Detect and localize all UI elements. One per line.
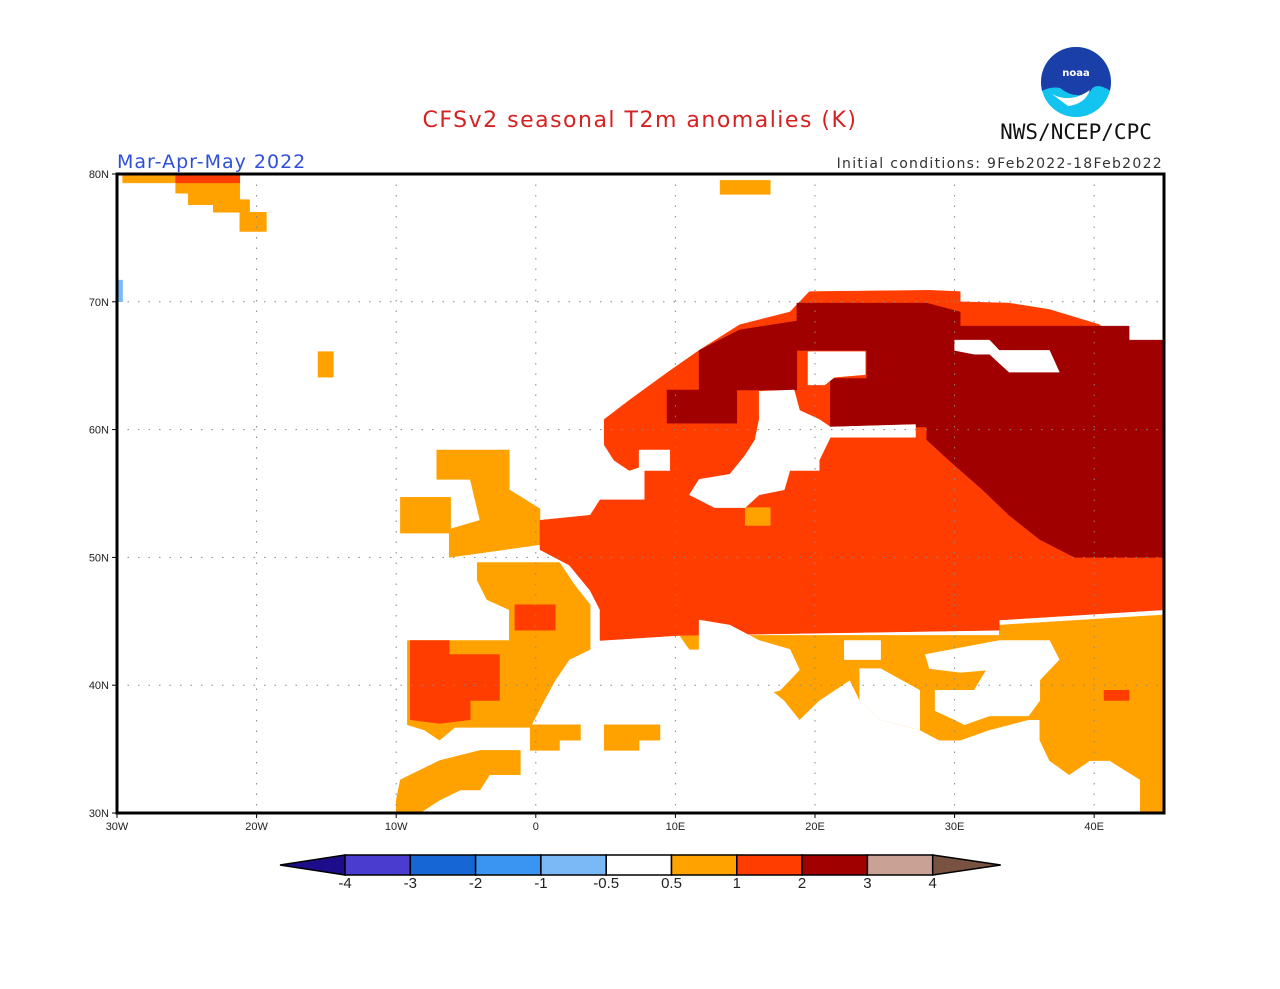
colorbar-swatch-1_2 xyxy=(736,854,803,876)
colorbar-max-triangle xyxy=(931,854,1001,876)
anomaly-region-0.5_1 xyxy=(719,180,771,195)
colorbar-swatch--1_-0.5 xyxy=(540,854,607,876)
anomaly-region-0.5_1 xyxy=(744,507,771,526)
colorbar-label: 3 xyxy=(863,875,871,892)
anomaly-region--0.5_0.5 xyxy=(638,449,671,471)
colorbar-label: -2 xyxy=(469,875,482,892)
organization-label: NWS/NCEP/CPC xyxy=(1000,120,1152,144)
anomaly-region-0.5_1 xyxy=(603,724,661,751)
anomaly-region-1_2 xyxy=(514,604,556,631)
lat-tick-label: 30N xyxy=(89,808,109,820)
anomaly-fill-layer xyxy=(116,175,1165,814)
lat-tick-label: 40N xyxy=(89,680,109,692)
lon-tick-label: 20W xyxy=(245,821,268,833)
colorbar-label: -0.5 xyxy=(593,875,619,892)
anomaly-region-0.5_1 xyxy=(436,449,541,558)
lon-tick-label: 30W xyxy=(106,821,129,833)
anomaly-region--0.5_0.5 xyxy=(934,664,1041,726)
colorbar-label: 1 xyxy=(733,875,741,892)
anomaly-region-1_2 xyxy=(175,175,241,184)
lon-tick-label: 20E xyxy=(805,821,825,833)
colorbar: -4 -3 -2 -1 -0.5 0.5 1 2 3 4 xyxy=(279,854,1001,892)
colorbar-swatch--0.5_0.5 xyxy=(605,854,673,876)
lat-tick-label: 60N xyxy=(89,425,109,437)
colorbar-label: -4 xyxy=(338,875,351,892)
gridlines xyxy=(117,174,1164,813)
anomaly-region--0.5_0.5 xyxy=(689,389,916,508)
anomaly-region-0.5_1 xyxy=(122,175,267,232)
colorbar-label: -3 xyxy=(404,875,417,892)
colorbar-min-triangle xyxy=(279,854,346,876)
anomaly-region-0.5_1 xyxy=(529,724,581,751)
colorbar-swatch-3_4 xyxy=(866,854,934,876)
noaa-logo: noaa xyxy=(1041,47,1111,117)
anomaly-region--0.5_0.5 xyxy=(859,668,920,731)
colorbar-label: 0.5 xyxy=(661,875,682,892)
initial-conditions-label: Initial conditions: 9Feb2022-18Feb2022 xyxy=(837,156,1163,172)
lon-tick-label: 40E xyxy=(1084,821,1104,833)
anomaly-region-1_2 xyxy=(1103,690,1130,701)
anomaly-region-0.5_1 xyxy=(400,497,451,534)
colorbar-swatch--3_-2 xyxy=(409,854,477,876)
colorbar-label: 4 xyxy=(929,875,937,892)
anomaly-region-0.5_1 xyxy=(317,351,334,378)
map-title: CFSv2 seasonal T2m anomalies (K) xyxy=(423,108,858,133)
lon-tick-label: 0 xyxy=(533,821,539,833)
map-frame xyxy=(115,172,1166,815)
anomaly-region--0.5_0.5 xyxy=(954,339,1060,373)
lat-tick-label: 70N xyxy=(89,297,109,309)
colorbar-label: -1 xyxy=(534,875,547,892)
colorbar-swatch-2_3 xyxy=(801,854,869,876)
noaa-logo-text: noaa xyxy=(1062,68,1090,79)
anomaly-region--0.5_0.5 xyxy=(807,351,866,386)
anomaly-region-1_2 xyxy=(409,640,500,724)
anomaly-region-0.5_1 xyxy=(395,750,521,814)
lat-tick-label: 80N xyxy=(89,169,109,181)
anomaly-region--0.5_0.5 xyxy=(698,619,800,695)
season-label: Mar-Apr-May 2022 xyxy=(117,151,306,173)
lat-tick-label: 50N xyxy=(89,552,109,564)
lon-tick-label: 10E xyxy=(666,821,686,833)
colorbar-label: 2 xyxy=(798,875,806,892)
anomaly-region--0.5_0.5 xyxy=(844,640,881,660)
lon-tick-label: 10W xyxy=(385,821,408,833)
colorbar-swatch--2_-1 xyxy=(474,854,542,876)
axis-ticks: 30W 20W 10W 0 10E 20E 30E 40E 30N 40N 50N 60N 70N 80N xyxy=(89,169,1104,833)
lon-tick-label: 30E xyxy=(945,821,965,833)
colorbar-swatch-0.5_1 xyxy=(670,854,738,876)
colorbar-swatch--4_-3 xyxy=(344,854,412,876)
